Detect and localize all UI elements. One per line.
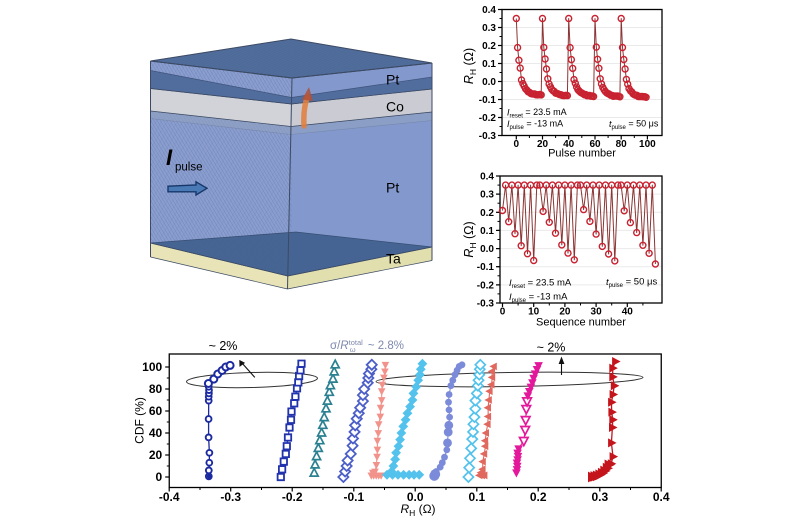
svg-text:0.2: 0.2 <box>480 208 494 219</box>
svg-text:CDF (%): CDF (%) <box>133 397 147 444</box>
svg-text:20: 20 <box>537 139 549 150</box>
svg-text:~ 2%: ~ 2% <box>209 339 238 353</box>
svg-text:80: 80 <box>616 139 628 150</box>
svg-text:-0.3: -0.3 <box>477 299 495 310</box>
svg-text:Co: Co <box>386 99 404 115</box>
svg-text:30: 30 <box>591 307 603 318</box>
svg-text:0.1: 0.1 <box>468 490 485 504</box>
svg-text:Pt: Pt <box>386 180 399 196</box>
svg-text:-0.2: -0.2 <box>479 113 497 124</box>
svg-text:0.1: 0.1 <box>482 59 496 70</box>
svg-text:RH (Ω): RH (Ω) <box>462 48 478 84</box>
svg-text:20: 20 <box>559 307 571 318</box>
svg-text:0: 0 <box>156 470 163 484</box>
svg-text:-0.1: -0.1 <box>343 490 364 504</box>
svg-text:0.3: 0.3 <box>482 23 496 34</box>
svg-text:-0.1: -0.1 <box>479 95 497 106</box>
svg-text:100: 100 <box>142 360 162 374</box>
svg-text:0.4: 0.4 <box>480 172 494 183</box>
svg-text:-0.1: -0.1 <box>477 262 495 273</box>
svg-text:-0.3: -0.3 <box>479 131 497 142</box>
svg-text:tpulse = 50 μs: tpulse = 50 μs <box>606 277 657 290</box>
svg-text:Pulse number: Pulse number <box>548 148 616 160</box>
svg-text:Ipulse = -13 mA: Ipulse = -13 mA <box>507 119 563 132</box>
svg-text:100: 100 <box>639 139 656 150</box>
svg-text:-0.2: -0.2 <box>282 490 303 504</box>
svg-text:0.1: 0.1 <box>480 226 494 237</box>
svg-text:~ 2%: ~ 2% <box>537 341 566 355</box>
svg-text:-0.2: -0.2 <box>477 280 495 291</box>
svg-text:80: 80 <box>149 382 163 396</box>
svg-text:10: 10 <box>528 307 540 318</box>
svg-text:pulse: pulse <box>175 162 203 174</box>
svg-text:Ipulse = -13 mA: Ipulse = -13 mA <box>509 292 568 305</box>
svg-text:0.3: 0.3 <box>480 190 494 201</box>
svg-text:0: 0 <box>500 307 506 318</box>
svg-text:60: 60 <box>589 139 601 150</box>
svg-text:I: I <box>166 145 173 170</box>
svg-text:0.4: 0.4 <box>653 490 670 504</box>
svg-text:40: 40 <box>622 307 634 318</box>
svg-text:0.2: 0.2 <box>530 490 547 504</box>
svg-text:0.0: 0.0 <box>480 244 494 255</box>
svg-text:40: 40 <box>149 426 163 440</box>
svg-text:20: 20 <box>149 448 163 462</box>
svg-text:Ireset = 23.5 mA: Ireset = 23.5 mA <box>509 278 572 291</box>
svg-text:tpulse = 50 μs: tpulse = 50 μs <box>609 119 659 132</box>
svg-text:40: 40 <box>563 139 575 150</box>
svg-text:-0.4: -0.4 <box>159 490 180 504</box>
svg-text:Pt: Pt <box>386 72 399 88</box>
svg-text:0.4: 0.4 <box>482 5 496 16</box>
svg-text:0.2: 0.2 <box>482 41 496 52</box>
svg-text:0.3: 0.3 <box>591 490 608 504</box>
svg-text:-0.3: -0.3 <box>220 490 241 504</box>
svg-text:Sequence number: Sequence number <box>536 317 626 329</box>
svg-text:60: 60 <box>149 404 163 418</box>
svg-text:0.0: 0.0 <box>482 77 496 88</box>
svg-text:RH (Ω): RH (Ω) <box>400 502 435 518</box>
svg-text:Ireset = 23.5 mA: Ireset = 23.5 mA <box>507 107 567 120</box>
svg-text:RH (Ω): RH (Ω) <box>462 221 478 257</box>
svg-text:0: 0 <box>514 139 520 150</box>
svg-text:Ta: Ta <box>386 251 401 267</box>
svg-text:0.0: 0.0 <box>407 490 424 504</box>
